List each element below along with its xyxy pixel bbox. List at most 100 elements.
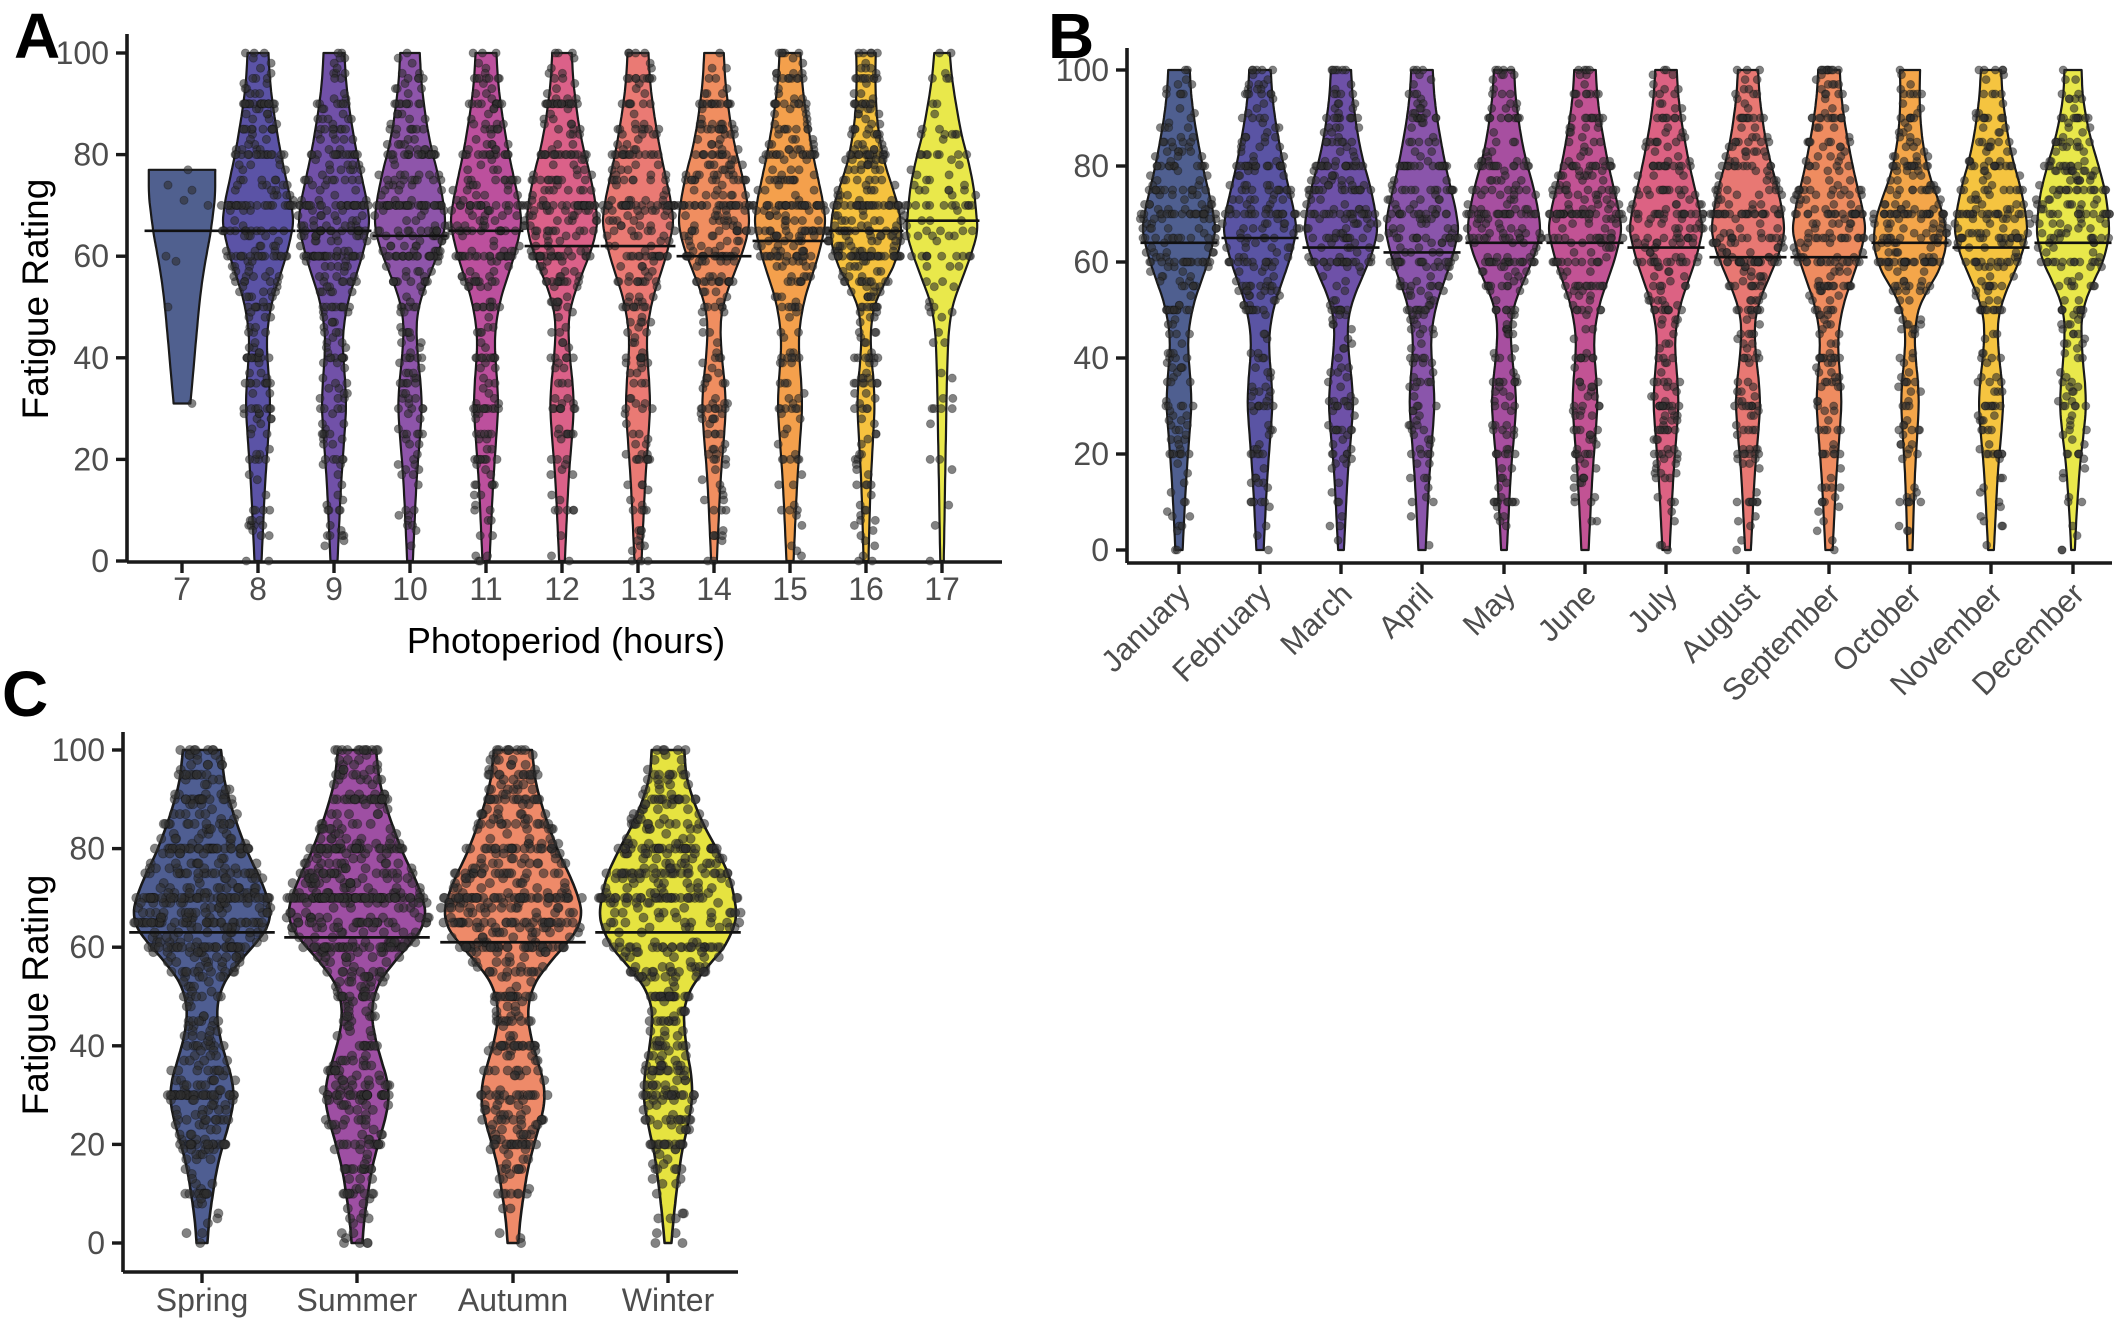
y-tick-label-60: 60 (73, 238, 109, 274)
x-tick-label-July: July (1620, 576, 1684, 640)
x-tick-label-13: 13 (620, 571, 656, 607)
points-A-10 (369, 48, 450, 551)
points-B-March (1299, 65, 1385, 545)
y-tick-label-100: 100 (1056, 52, 1109, 88)
y-tick-label-100: 100 (56, 35, 109, 71)
points-B-July (1625, 65, 1708, 555)
violin-group-C-Spring (129, 744, 276, 1249)
violin-group-B-September (1789, 65, 1869, 555)
violin-group-C-Autumn (435, 744, 587, 1249)
violin-group-A-16 (823, 48, 906, 566)
y-tick-label-80: 80 (1073, 148, 1109, 184)
points-B-August (1705, 65, 1789, 555)
violin-group-A-15 (748, 48, 832, 563)
violin-group-A-14 (673, 48, 756, 566)
violin-group-A-12 (519, 48, 602, 566)
points-A-16 (823, 48, 906, 566)
x-tick-label-8: 8 (249, 571, 267, 607)
x-tick-label-May: May (1456, 576, 1523, 643)
y-tick-label-0: 0 (1091, 532, 1109, 568)
panel-a-x-axis-title: Photoperiod (hours) (406, 620, 726, 661)
y-tick-label-20: 20 (73, 441, 109, 477)
violin-group-A-17 (899, 48, 981, 566)
violin-group-B-December (2030, 65, 2115, 555)
panel-b-label: B (1048, 0, 1095, 72)
points-A-14 (673, 48, 756, 566)
violin-group-B-June (1543, 65, 1628, 552)
y-tick-label-40: 40 (69, 1028, 105, 1064)
points-A-17 (899, 48, 981, 566)
violin-group-C-Winter (593, 744, 746, 1249)
panel-c-chart: 0 20 40 60 80 100 Spring Summer Autumn Winter (52, 732, 746, 1318)
x-tick-label-14: 14 (696, 571, 732, 607)
y-tick-label-20: 20 (1073, 436, 1109, 472)
violin-group-B-April (1382, 65, 1463, 552)
x-tick-label-Winter: Winter (622, 1282, 715, 1318)
violin-group-A-10 (369, 48, 450, 563)
points-C-Winter (593, 744, 746, 1249)
x-tick-label-12: 12 (544, 571, 580, 607)
y-tick-label-40: 40 (1073, 340, 1109, 376)
violin-group-B-November (1950, 65, 2035, 552)
y-tick-label-0: 0 (91, 543, 109, 579)
x-tick-label-10: 10 (392, 571, 428, 607)
x-tick-label-March: March (1273, 576, 1359, 662)
y-tick-label-100: 100 (52, 732, 105, 768)
violin-group-B-October (1868, 65, 1952, 552)
points-B-May (1462, 65, 1547, 531)
points-B-October (1868, 65, 1952, 536)
points-A-9 (293, 48, 373, 551)
violin-group-B-January (1135, 65, 1222, 555)
points-B-January (1135, 65, 1222, 555)
points-A-11 (444, 48, 528, 566)
x-tick-label-June: June (1531, 576, 1603, 648)
violin-group-C-Summer (281, 744, 434, 1249)
violin-group-A-7 (144, 165, 220, 409)
y-tick-label-20: 20 (69, 1126, 105, 1162)
violin-group-B-May (1462, 65, 1547, 552)
y-tick-label-80: 80 (73, 137, 109, 173)
panel-a-chart: 0 20 40 60 80 100 7 8 9 10 11 12 13 14 15 16 17 (56, 34, 1002, 607)
points-B-December (2030, 65, 2115, 555)
violin-group-B-March (1299, 65, 1385, 552)
y-tick-label-60: 60 (69, 929, 105, 965)
y-tick-label-60: 60 (1073, 244, 1109, 280)
points-A-8 (216, 48, 299, 566)
points-A-7 (161, 165, 213, 409)
violin-group-B-February (1217, 65, 1305, 555)
points-B-February (1217, 65, 1305, 555)
x-tick-label-7: 7 (173, 571, 191, 607)
panel-c-label: C (2, 658, 49, 730)
points-B-April (1382, 65, 1463, 550)
x-tick-label-15: 15 (772, 571, 808, 607)
x-tick-label-Summer: Summer (297, 1282, 418, 1318)
x-tick-label-Autumn: Autumn (458, 1282, 568, 1318)
points-A-13 (598, 48, 680, 566)
violin-group-A-9 (293, 48, 373, 563)
points-C-Autumn (435, 744, 587, 1249)
y-tick-label-40: 40 (73, 340, 109, 376)
points-B-September (1789, 65, 1869, 555)
y-tick-label-80: 80 (69, 831, 105, 867)
violin-group-A-13 (598, 48, 680, 566)
points-B-November (1950, 65, 2035, 550)
points-A-12 (519, 48, 602, 566)
violin-group-A-11 (444, 48, 528, 566)
violin-group-A-8 (216, 48, 299, 566)
points-C-Summer (281, 744, 434, 1249)
violin-group-B-August (1705, 65, 1789, 555)
x-tick-label-17: 17 (924, 571, 960, 607)
panel-a-label: A (14, 0, 61, 72)
points-B-June (1543, 65, 1628, 526)
points-C-Spring (129, 744, 276, 1249)
x-tick-label-16: 16 (848, 571, 884, 607)
y-tick-label-0: 0 (87, 1225, 105, 1261)
x-tick-label-9: 9 (325, 571, 343, 607)
violin-group-B-July (1625, 65, 1708, 555)
x-tick-label-April: April (1371, 576, 1440, 645)
points-A-15 (748, 48, 832, 561)
x-tick-label-Spring: Spring (156, 1282, 249, 1318)
